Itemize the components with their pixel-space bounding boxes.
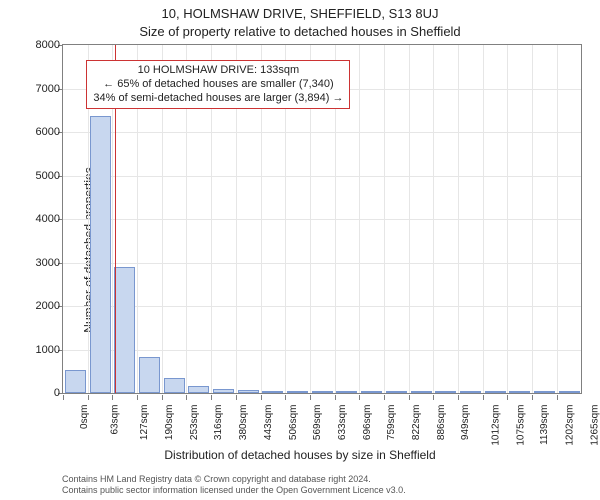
histogram-bar bbox=[534, 391, 555, 393]
gridline-v bbox=[433, 45, 434, 393]
info-line-2: ← 65% of detached houses are smaller (7,… bbox=[93, 78, 343, 92]
ytick-label: 3000 bbox=[24, 257, 60, 269]
xtick-mark bbox=[557, 395, 558, 400]
xtick-mark bbox=[261, 395, 262, 400]
xtick-label: 1075sqm bbox=[515, 405, 526, 446]
xtick-label: 759sqm bbox=[386, 405, 397, 441]
property-info-box: 10 HOLMSHAW DRIVE: 133sqm← 65% of detach… bbox=[86, 60, 350, 109]
xtick-mark bbox=[359, 395, 360, 400]
xtick-mark bbox=[63, 395, 64, 400]
histogram-bar bbox=[238, 390, 259, 393]
histogram-bar bbox=[336, 391, 357, 393]
xtick-label: 506sqm bbox=[288, 405, 299, 441]
xtick-mark bbox=[409, 395, 410, 400]
ytick-label: 5000 bbox=[24, 170, 60, 182]
xtick-label: 1139sqm bbox=[539, 405, 550, 445]
gridline-v bbox=[458, 45, 459, 393]
gridline-h bbox=[63, 306, 581, 307]
xtick-label: 63sqm bbox=[109, 405, 120, 435]
attribution-line1: Contains HM Land Registry data © Crown c… bbox=[62, 474, 590, 485]
histogram-bar bbox=[90, 116, 111, 393]
xtick-mark bbox=[507, 395, 508, 400]
gridline-h bbox=[63, 219, 581, 220]
gridline-v bbox=[409, 45, 410, 393]
xtick-label: 696sqm bbox=[362, 405, 373, 441]
xtick-mark bbox=[162, 395, 163, 400]
histogram-plot: 10 HOLMSHAW DRIVE: 133sqm← 65% of detach… bbox=[62, 44, 582, 394]
histogram-bar bbox=[485, 391, 506, 393]
gridline-h bbox=[63, 263, 581, 264]
histogram-bar bbox=[65, 370, 86, 393]
ytick-label: 7000 bbox=[24, 83, 60, 95]
xtick-mark bbox=[236, 395, 237, 400]
xtick-mark bbox=[137, 395, 138, 400]
xtick-label: 253sqm bbox=[189, 405, 200, 441]
ytick-label: 1000 bbox=[24, 344, 60, 356]
histogram-bar bbox=[188, 386, 209, 393]
xtick-label: 822sqm bbox=[411, 405, 422, 441]
gridline-v bbox=[483, 45, 484, 393]
gridline-h bbox=[63, 350, 581, 351]
attribution-line2: Contains public sector information licen… bbox=[62, 485, 590, 496]
xtick-label: 569sqm bbox=[312, 405, 323, 441]
xtick-mark bbox=[310, 395, 311, 400]
chart-title-line1: 10, HOLMSHAW DRIVE, SHEFFIELD, S13 8UJ bbox=[0, 6, 600, 21]
gridline-v bbox=[384, 45, 385, 393]
xtick-mark bbox=[458, 395, 459, 400]
xtick-label: 886sqm bbox=[436, 405, 447, 441]
gridline-h bbox=[63, 132, 581, 133]
x-axis-label: Distribution of detached houses by size … bbox=[0, 448, 600, 462]
xtick-mark bbox=[384, 395, 385, 400]
xtick-mark bbox=[186, 395, 187, 400]
info-line-1: 10 HOLMSHAW DRIVE: 133sqm bbox=[93, 64, 343, 78]
ytick-label: 0 bbox=[24, 387, 60, 399]
ytick-label: 6000 bbox=[24, 126, 60, 138]
gridline-v bbox=[557, 45, 558, 393]
gridline-v bbox=[359, 45, 360, 393]
xtick-label: 1202sqm bbox=[565, 405, 576, 446]
xtick-mark bbox=[112, 395, 113, 400]
xtick-mark bbox=[483, 395, 484, 400]
histogram-bar bbox=[386, 391, 407, 393]
xtick-label: 1265sqm bbox=[589, 405, 600, 446]
histogram-bar bbox=[312, 391, 333, 393]
xtick-label: 949sqm bbox=[460, 405, 471, 441]
histogram-bar bbox=[559, 391, 580, 393]
histogram-bar bbox=[509, 391, 530, 393]
xtick-mark bbox=[211, 395, 212, 400]
xtick-mark bbox=[433, 395, 434, 400]
ytick-label: 8000 bbox=[24, 39, 60, 51]
xtick-mark bbox=[88, 395, 89, 400]
xtick-mark bbox=[532, 395, 533, 400]
gridline-v bbox=[532, 45, 533, 393]
xtick-label: 633sqm bbox=[337, 405, 348, 441]
xtick-label: 1012sqm bbox=[491, 405, 502, 446]
xtick-label: 127sqm bbox=[139, 405, 150, 441]
histogram-bar bbox=[460, 391, 481, 393]
histogram-bar bbox=[213, 389, 234, 393]
histogram-bar bbox=[114, 267, 135, 393]
histogram-bar bbox=[361, 391, 382, 393]
gridline-v bbox=[507, 45, 508, 393]
ytick-label: 2000 bbox=[24, 300, 60, 312]
histogram-bar bbox=[411, 391, 432, 393]
histogram-bar bbox=[164, 378, 185, 393]
xtick-label: 443sqm bbox=[263, 405, 274, 441]
histogram-bar bbox=[287, 391, 308, 393]
xtick-label: 0sqm bbox=[79, 405, 90, 429]
histogram-bar bbox=[262, 391, 283, 393]
xtick-mark bbox=[335, 395, 336, 400]
info-line-3: 34% of semi-detached houses are larger (… bbox=[93, 92, 343, 106]
xtick-mark bbox=[285, 395, 286, 400]
ytick-label: 4000 bbox=[24, 213, 60, 225]
xtick-label: 380sqm bbox=[238, 405, 249, 441]
xtick-label: 190sqm bbox=[164, 405, 175, 441]
attribution: Contains HM Land Registry data © Crown c… bbox=[62, 474, 590, 496]
histogram-bar bbox=[139, 357, 160, 393]
chart-title-line2: Size of property relative to detached ho… bbox=[0, 24, 600, 39]
gridline-h bbox=[63, 176, 581, 177]
histogram-bar bbox=[435, 391, 456, 393]
xtick-label: 316sqm bbox=[214, 405, 225, 441]
